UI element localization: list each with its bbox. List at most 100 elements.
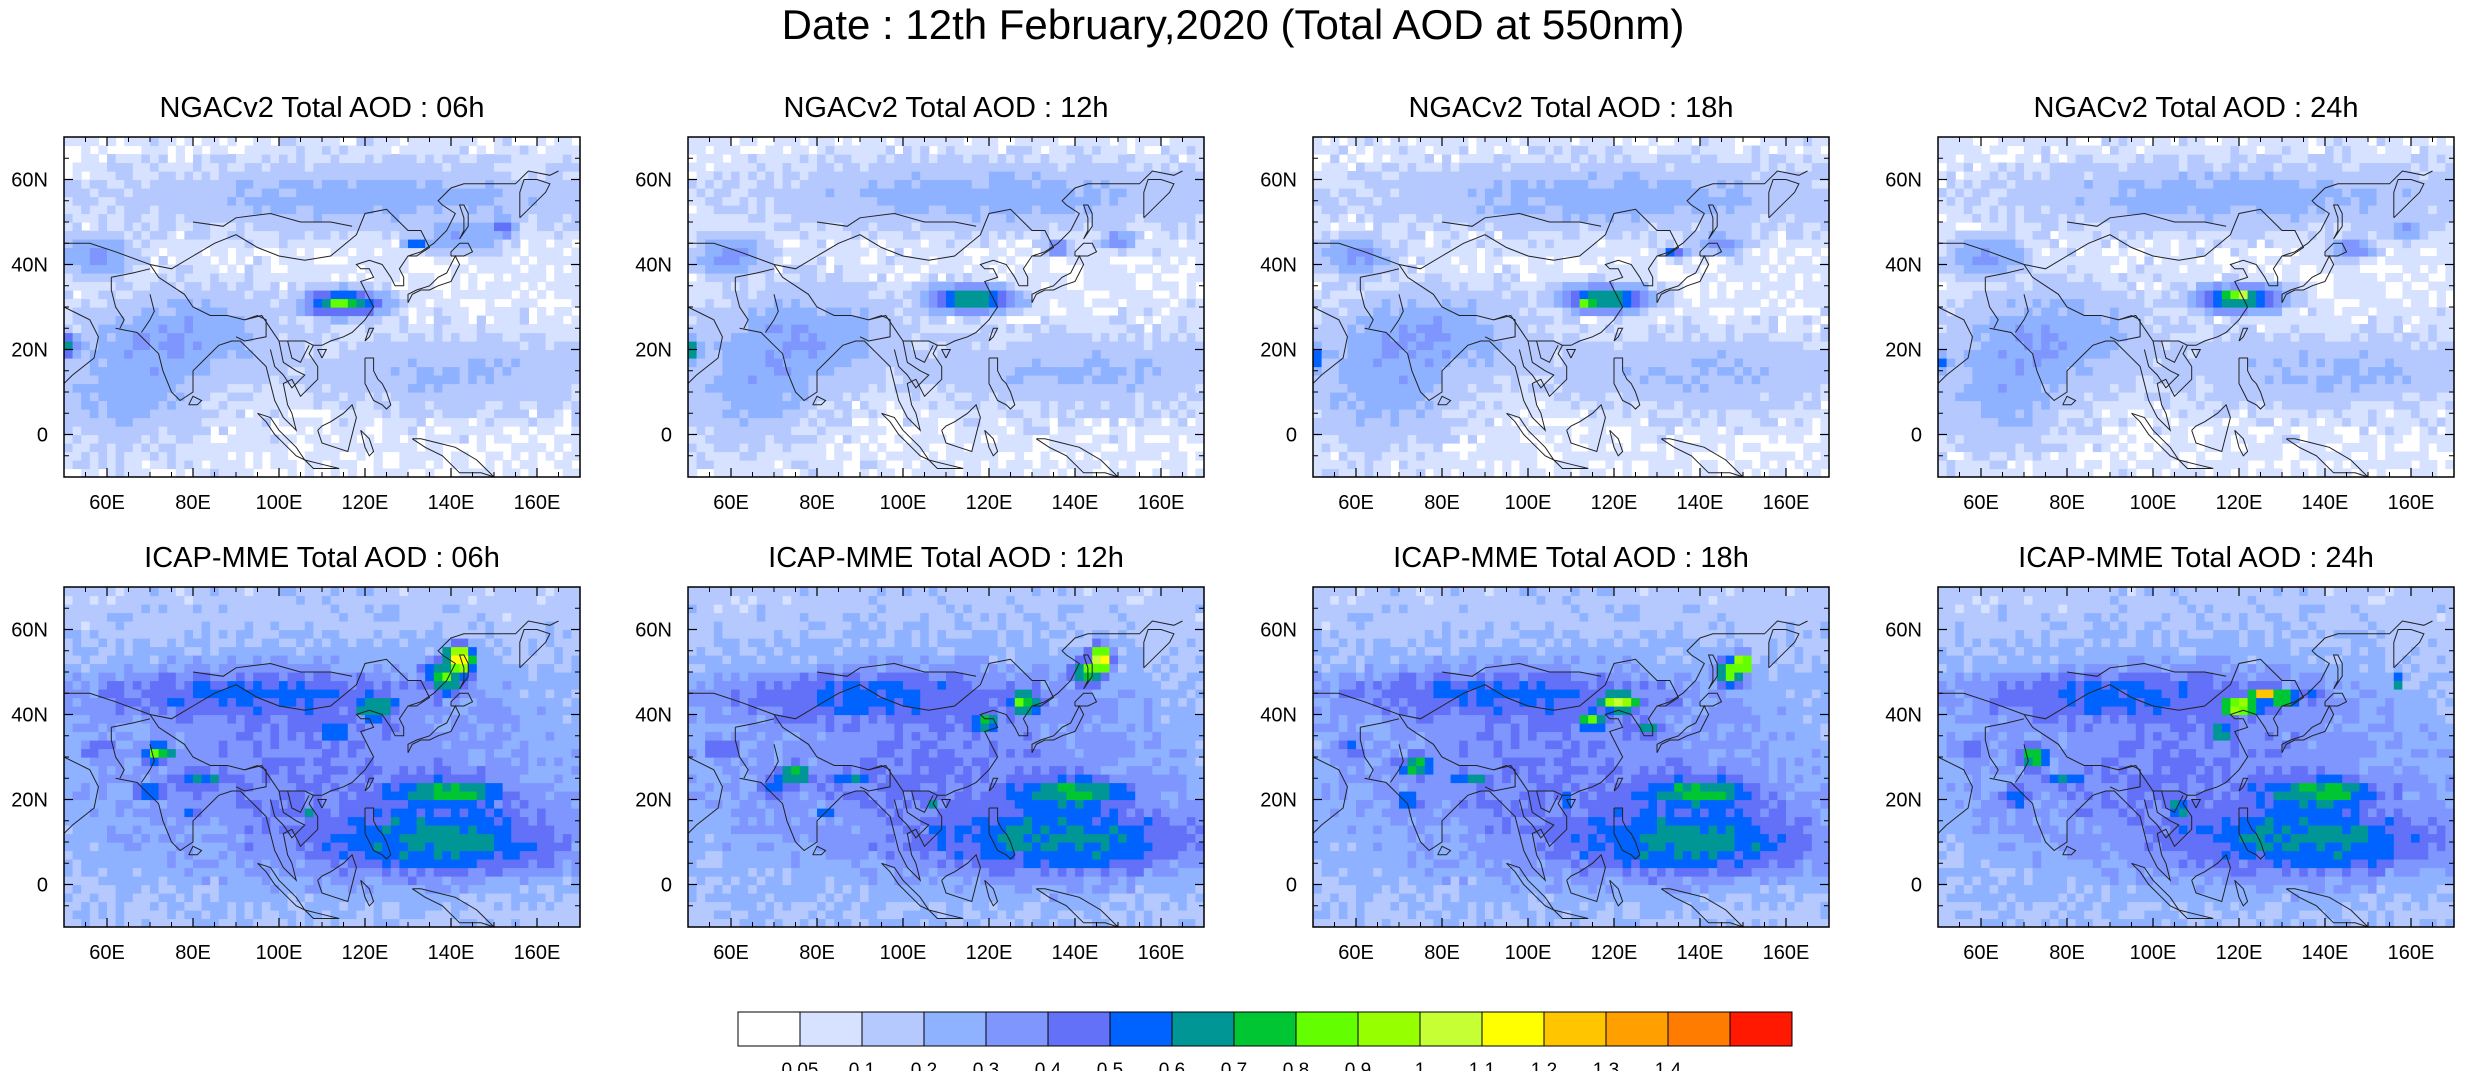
aod-field [688, 587, 1205, 928]
lon-tick-label: 160E [514, 942, 561, 964]
panel-title: ICAP-MME Total AOD : 18h [1393, 542, 1749, 574]
map-panel: NGACv2 Total AOD : 24h 60E 80E 100E 120E 140E… [1868, 87, 2464, 527]
lon-tick-label: 160E [514, 492, 561, 514]
lon-tick-label: 60E [89, 942, 125, 964]
lon-tick-label: 120E [2216, 942, 2263, 964]
lat-tick-label: 0 [1286, 875, 1297, 897]
lat-tick-label: 20N [1885, 340, 1922, 362]
lat-tick-label: 0 [661, 425, 672, 447]
lon-tick-label: 80E [175, 942, 211, 964]
lat-tick-label: 60N [635, 170, 672, 192]
lat-tick-label: 60N [1260, 170, 1297, 192]
lon-tick-label: 140E [1052, 492, 1099, 514]
map-panel: ICAP-MME Total AOD : 24h 60E 80E 100E 120E 14… [1868, 537, 2464, 977]
map-panel: NGACv2 Total AOD : 18h 60E 80E 100E 120E 140E… [1243, 87, 1839, 527]
map-svg: 60E 80E 100E 120E 140E 160E 0 20N 40N 60N [635, 586, 1205, 964]
lon-tick-label: 140E [2302, 942, 2349, 964]
lat-tick-label: 0 [37, 875, 48, 897]
lat-tick-label: 60N [635, 620, 672, 642]
panel-title: ICAP-MME Total AOD : 24h [2018, 542, 2374, 574]
colorbar-label: 1.2 [1531, 1060, 1557, 1071]
map-svg: 60E 80E 100E 120E 140E 160E 0 20N 40N 60N [11, 136, 581, 514]
colorbar-label: 0.9 [1345, 1060, 1371, 1071]
lon-tick-label: 160E [1138, 492, 1185, 514]
lon-tick-label: 160E [2388, 942, 2435, 964]
lon-tick-label: 140E [1677, 942, 1724, 964]
lon-tick-label: 60E [1338, 492, 1374, 514]
colorbar-label: 1.3 [1593, 1060, 1619, 1071]
lat-tick-label: 60N [1885, 170, 1922, 192]
panel-title: ICAP-MME Total AOD : 06h [144, 542, 500, 574]
lat-tick-label: 60N [11, 620, 48, 642]
figure-title: Date : 12th February,2020 (Total AOD at … [781, 1, 1685, 48]
lat-tick-label: 20N [1260, 790, 1297, 812]
lon-tick-label: 80E [2049, 492, 2085, 514]
colorbar-label: 0.4 [1035, 1060, 1062, 1071]
lat-tick-label: 40N [1260, 255, 1297, 277]
colorbar-swatch [1605, 1011, 1669, 1047]
lat-tick-label: 60N [1260, 620, 1297, 642]
coastline [63, 170, 559, 478]
lon-tick-label: 100E [1505, 492, 1552, 514]
lat-tick-label: 20N [11, 340, 48, 362]
colorbar-swatch [1419, 1011, 1483, 1047]
aod-field [64, 587, 581, 928]
colorbar-label: 0.5 [1097, 1060, 1123, 1071]
lon-tick-label: 160E [1763, 492, 1810, 514]
lon-tick-label: 80E [1424, 492, 1460, 514]
lat-tick-label: 0 [37, 425, 48, 447]
lat-tick-label: 20N [635, 340, 672, 362]
lat-tick-label: 20N [635, 790, 672, 812]
lon-tick-label: 140E [428, 492, 475, 514]
colorbar-swatch [737, 1011, 801, 1047]
lon-tick-label: 160E [2388, 492, 2435, 514]
colorbar-label: 0.6 [1159, 1060, 1185, 1071]
aod-field [1313, 137, 1830, 478]
lon-tick-label: 80E [1424, 942, 1460, 964]
lat-tick-label: 40N [635, 255, 672, 277]
coastline [63, 620, 559, 928]
lon-tick-label: 60E [713, 492, 749, 514]
panel-title: NGACv2 Total AOD : 12h [783, 92, 1109, 124]
colorbar-swatch [1047, 1011, 1111, 1047]
map-panel: NGACv2 Total AOD : 06h 60E 80E 100E 120E 140E… [0, 87, 590, 527]
lon-tick-label: 100E [880, 942, 927, 964]
colorbar-label: 0.2 [911, 1060, 937, 1071]
lat-tick-label: 60N [1885, 620, 1922, 642]
lat-tick-label: 40N [11, 255, 48, 277]
lon-tick-label: 80E [2049, 942, 2085, 964]
lon-tick-label: 140E [2302, 492, 2349, 514]
lon-tick-label: 120E [1591, 942, 1638, 964]
lon-tick-label: 60E [1963, 492, 1999, 514]
colorbar-swatch [985, 1011, 1049, 1047]
panel-title: NGACv2 Total AOD : 24h [2033, 92, 2359, 124]
lon-tick-label: 80E [799, 492, 835, 514]
lon-tick-label: 120E [2216, 492, 2263, 514]
colorbar-swatch [861, 1011, 925, 1047]
panel-title: ICAP-MME Total AOD : 12h [768, 542, 1124, 574]
lon-tick-label: 80E [799, 942, 835, 964]
lon-tick-label: 120E [966, 942, 1013, 964]
map-svg: 60E 80E 100E 120E 140E 160E 0 20N 40N 60N [1260, 136, 1830, 514]
lon-tick-label: 100E [256, 942, 303, 964]
colorbar-swatch [1667, 1011, 1731, 1047]
colorbar-swatch [1357, 1011, 1421, 1047]
map-panel: NGACv2 Total AOD : 12h 60E 80E 100E 120E 140E… [618, 87, 1214, 527]
lon-tick-label: 160E [1138, 942, 1185, 964]
colorbar-swatch [1295, 1011, 1359, 1047]
lon-tick-label: 140E [1677, 492, 1724, 514]
map-panel: ICAP-MME Total AOD : 18h 60E 80E 100E 120E 14… [1243, 537, 1839, 977]
lon-tick-label: 140E [1052, 942, 1099, 964]
coastline [1312, 620, 1808, 928]
aod-field [1938, 137, 2455, 478]
colorbar-swatch [1543, 1011, 1607, 1047]
colorbar-label: 0.3 [973, 1060, 999, 1071]
colorbar-swatch [1109, 1011, 1173, 1047]
map-svg: 60E 80E 100E 120E 140E 160E 0 20N 40N 60N [11, 586, 581, 964]
map-panel: ICAP-MME Total AOD : 12h 60E 80E 100E 120E 14… [618, 537, 1214, 977]
colorbar-label: 1.4 [1655, 1060, 1682, 1071]
lon-tick-label: 120E [1591, 492, 1638, 514]
lon-tick-label: 120E [966, 492, 1013, 514]
lat-tick-label: 0 [661, 875, 672, 897]
